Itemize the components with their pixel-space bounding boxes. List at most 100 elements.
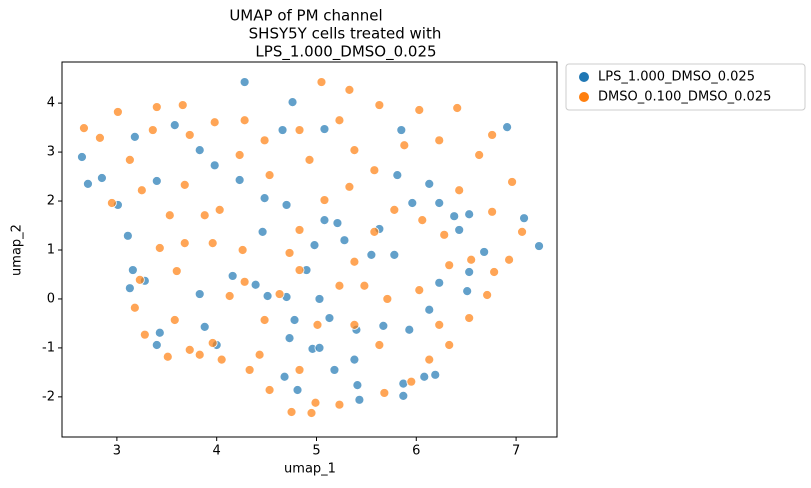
- scatter-point: [244, 365, 255, 375]
- scatter-point: [424, 178, 435, 189]
- y-tick-label: 0: [47, 291, 55, 306]
- scatter-point: [127, 265, 138, 275]
- scatter-point: [304, 155, 315, 165]
- scatter-point: [379, 388, 390, 398]
- scatter-point: [227, 271, 238, 281]
- legend-label: DMSO_0.100_DMSO_0.025: [598, 90, 771, 105]
- scatter-point: [389, 249, 400, 260]
- scatter-point: [239, 115, 250, 126]
- scatter-point: [389, 204, 400, 215]
- scatter-point: [209, 117, 220, 128]
- scatter-point: [534, 241, 544, 251]
- scatter-point: [112, 107, 123, 117]
- scatter-point: [239, 77, 250, 87]
- scatter-point: [106, 198, 117, 208]
- scatter-point: [264, 170, 275, 180]
- scatter-point: [184, 344, 195, 355]
- scatter-point: [504, 254, 514, 265]
- scatter-point: [279, 371, 290, 382]
- scatter-point: [294, 265, 305, 275]
- scatter-point: [257, 226, 268, 237]
- scatter-point: [254, 349, 265, 360]
- scatter-point: [479, 247, 490, 257]
- scatter-point: [194, 289, 205, 299]
- legend-marker: [579, 92, 589, 102]
- scatter-point: [424, 304, 435, 315]
- scatter-point: [430, 369, 441, 380]
- scatter-point: [239, 276, 250, 287]
- chart-title: SHSY5Y cells treated with: [249, 25, 442, 43]
- scatter-point: [354, 394, 365, 405]
- scatter-point: [349, 354, 360, 365]
- scatter-point: [464, 267, 475, 277]
- chart-title: LPS_1.000_DMSO_0.025: [255, 43, 436, 62]
- scatter-point: [396, 125, 407, 135]
- scatter-point: [262, 291, 273, 301]
- scatter-point: [329, 365, 340, 375]
- scatter-point: [199, 321, 210, 332]
- scatter-point: [417, 215, 428, 226]
- scatter-point: [199, 210, 210, 221]
- scatter-point: [162, 351, 173, 362]
- scatter-point: [349, 319, 360, 330]
- scatter-point: [414, 105, 425, 115]
- scatter-point: [214, 204, 225, 215]
- plot-frame: [61, 61, 558, 438]
- scatter-point: [184, 130, 195, 140]
- scatter-point: [314, 343, 325, 353]
- scatter-point: [316, 77, 327, 87]
- scatter-point: [374, 100, 385, 110]
- scatter-point: [289, 315, 300, 325]
- chart-title: UMAP of PM channel: [229, 7, 382, 25]
- scatter-point: [392, 170, 403, 180]
- y-tick-label: -1: [42, 340, 55, 355]
- scatter-point: [399, 140, 410, 151]
- scatter-point: [419, 371, 430, 382]
- scatter-point: [234, 175, 245, 185]
- scatter-point: [464, 209, 475, 220]
- scatter-point: [502, 122, 513, 133]
- y-axis-label: umap_2: [10, 224, 25, 276]
- scatter-point: [507, 177, 517, 187]
- scatter-point: [404, 324, 415, 335]
- scatter-point: [224, 291, 235, 301]
- scatter-point: [277, 125, 288, 135]
- scatter-point: [464, 313, 475, 323]
- scatter-point: [154, 327, 165, 338]
- scatter-point: [378, 320, 389, 331]
- y-tick-label: 1: [47, 242, 55, 257]
- scatter-point: [366, 249, 377, 260]
- scatter-point: [449, 211, 460, 222]
- scatter-point: [151, 102, 162, 112]
- x-tick-label: 5: [312, 444, 320, 459]
- scatter-point: [339, 235, 350, 246]
- scatter-point: [369, 165, 380, 176]
- scatter-point: [294, 225, 305, 235]
- scatter-point: [250, 279, 261, 290]
- scatter-point: [237, 245, 248, 255]
- scatter-point: [139, 329, 150, 340]
- scatter-point: [434, 198, 445, 208]
- scatter-point: [216, 354, 227, 365]
- scatter-point: [349, 256, 360, 267]
- scatter-point: [169, 315, 180, 325]
- scatter-point: [124, 155, 135, 165]
- scatter-point: [332, 218, 343, 228]
- scatter-point: [207, 238, 218, 249]
- scatter-point: [334, 280, 345, 291]
- scatter-point: [124, 283, 135, 294]
- scatter-point: [454, 185, 465, 196]
- scatter-point: [434, 319, 445, 330]
- scatter-point: [306, 408, 317, 418]
- scatter-point: [382, 294, 393, 304]
- scatter-point: [369, 226, 380, 237]
- scatter-point: [439, 229, 450, 240]
- x-tick-label: 3: [113, 444, 121, 459]
- scatter-point: [169, 120, 180, 131]
- scatter-point: [466, 254, 477, 265]
- scatter-point: [164, 210, 175, 221]
- legend-box: [565, 63, 806, 111]
- scatter-point: [344, 85, 355, 95]
- scatter-point: [259, 135, 270, 146]
